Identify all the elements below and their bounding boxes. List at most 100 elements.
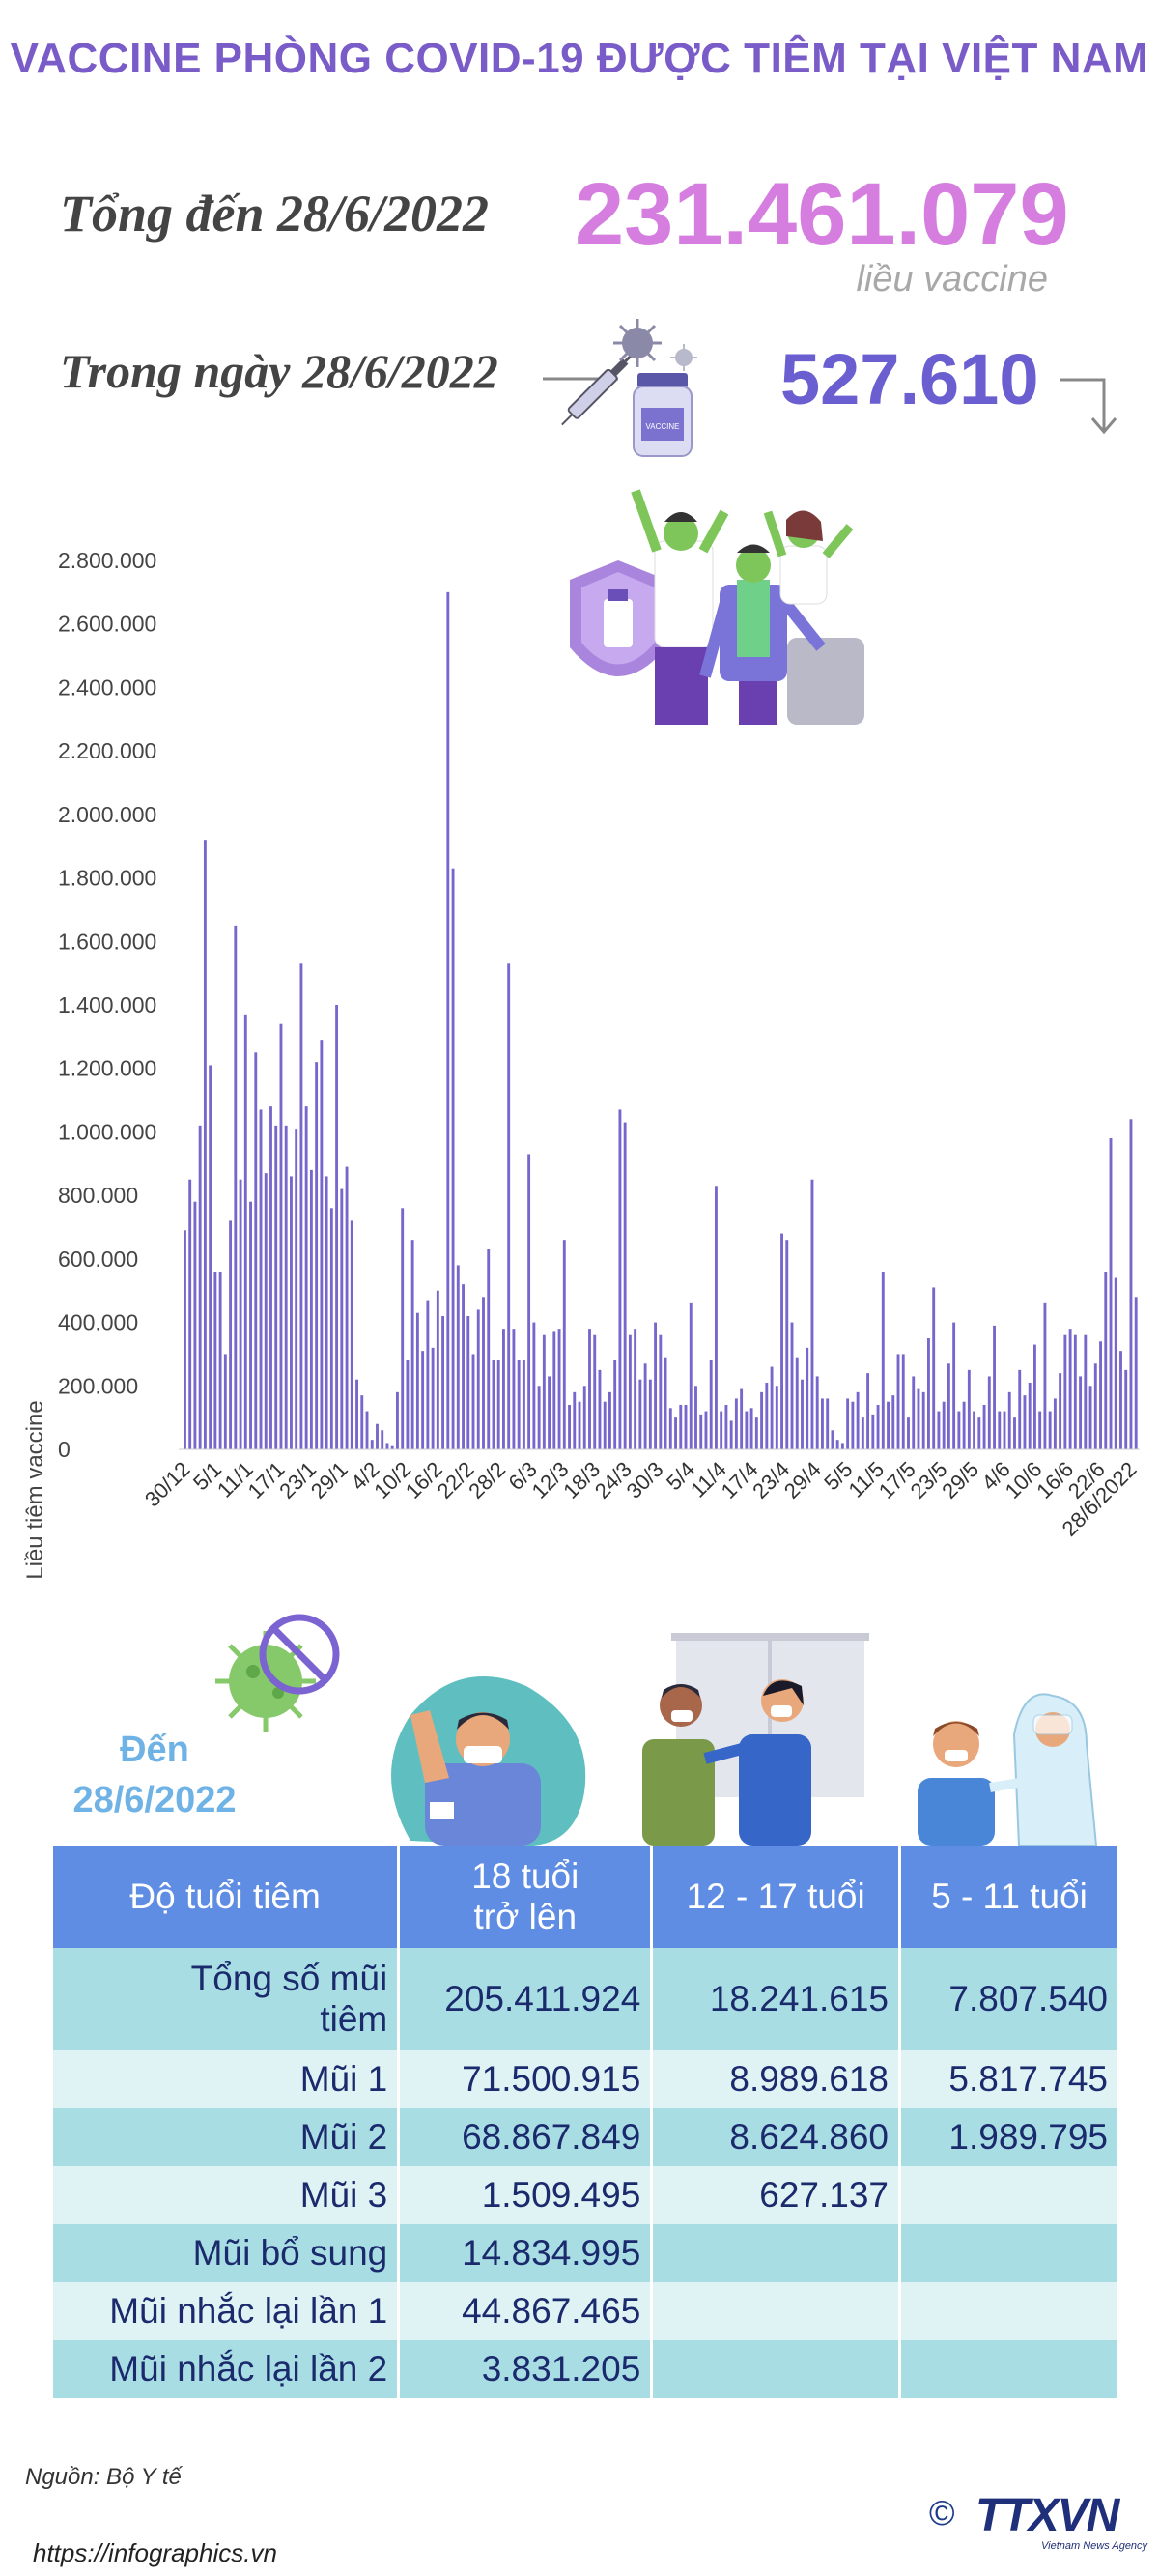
chart-bar	[754, 1417, 758, 1449]
chart-bar	[209, 1065, 212, 1449]
y-axis-label: Liều tiêm vaccine	[22, 1400, 48, 1579]
chart-bar	[659, 1334, 663, 1449]
chart-bar	[401, 1208, 405, 1449]
row-label: Tổng số mũi tiêm	[53, 1948, 398, 2050]
chart-bar	[917, 1388, 920, 1449]
cell-18-plus: 44.867.465	[400, 2282, 651, 2340]
chart-bar	[1018, 1369, 1022, 1449]
y-tick-label: 2.000.000	[58, 802, 156, 827]
chart-bar	[492, 1360, 495, 1449]
cell-18-plus: 71.500.915	[400, 2050, 651, 2108]
chart-bar	[942, 1401, 946, 1449]
chart-bar	[962, 1401, 966, 1449]
chart-bar	[831, 1430, 834, 1449]
chart-bar	[462, 1284, 465, 1449]
chart-bar	[694, 1386, 697, 1449]
chart-bar	[1013, 1417, 1016, 1449]
chart-bar	[376, 1423, 379, 1449]
chart-bar	[729, 1420, 733, 1449]
chart-bar	[1007, 1391, 1011, 1449]
chart-bar	[1048, 1411, 1052, 1449]
chart-bar	[1104, 1272, 1108, 1449]
chart-bar	[1084, 1334, 1088, 1449]
chart-bar	[532, 1322, 536, 1449]
chart-bar	[699, 1414, 703, 1449]
header-18-plus: 18 tuổi trở lên	[400, 1846, 651, 1948]
chart-bar	[295, 1129, 298, 1449]
chart-bar	[840, 1443, 844, 1449]
chart-bar	[734, 1398, 738, 1449]
chart-bar	[527, 1154, 531, 1449]
chart-bar	[1043, 1302, 1047, 1449]
chart-bar	[385, 1443, 389, 1449]
chart-bar	[320, 1040, 324, 1449]
ttxvn-logo: TTXVN	[975, 2490, 1119, 2541]
cell-12-17: 627.137	[653, 2166, 899, 2224]
cell-18-plus: 3.831.205	[400, 2340, 651, 2398]
vaccination-table: Độ tuổi tiêm 18 tuổi trở lên 12 - 17 tuổ…	[50, 1846, 1120, 2398]
chart-bar	[866, 1373, 870, 1449]
chart-bar	[664, 1357, 667, 1449]
chart-bar	[810, 1179, 814, 1449]
chart-bar	[907, 1417, 910, 1449]
cell-5-11: 5.817.745	[901, 2050, 1117, 2108]
y-tick-label: 800.000	[58, 1183, 138, 1208]
chart-bar	[243, 1014, 247, 1449]
chart-bar	[937, 1411, 941, 1449]
x-tick-label: 29/5	[937, 1457, 983, 1503]
y-tick-label: 2.400.000	[58, 674, 156, 700]
chart-bar	[482, 1297, 485, 1449]
chart-bar	[598, 1369, 602, 1449]
chart-bar	[643, 1363, 647, 1449]
chart-bar	[871, 1414, 875, 1449]
chart-bar	[1109, 1138, 1113, 1449]
chart-bar	[1093, 1363, 1097, 1449]
chart-bar	[1068, 1329, 1072, 1449]
chart-bar	[360, 1395, 364, 1449]
chart-bar	[684, 1405, 688, 1449]
chart-bar	[512, 1329, 516, 1449]
chart-bar	[562, 1240, 566, 1449]
chart-bar	[876, 1405, 880, 1449]
chart-bar	[1079, 1376, 1083, 1449]
chart-bar	[887, 1401, 890, 1449]
chart-bar	[542, 1334, 546, 1449]
cell-18-plus: 14.834.995	[400, 2224, 651, 2282]
chart-bar	[740, 1388, 744, 1449]
chart-bar	[390, 1445, 394, 1449]
chart-bar	[421, 1351, 425, 1449]
chart-bar	[704, 1411, 708, 1449]
chart-bar	[249, 1201, 252, 1449]
chart-bar	[1063, 1334, 1067, 1449]
cell-18-plus: 68.867.849	[400, 2108, 651, 2166]
footer-url-link[interactable]: https://infographics.vn	[33, 2538, 277, 2567]
chart-bar	[638, 1379, 642, 1449]
chart-bar	[552, 1331, 556, 1449]
chart-bar	[203, 840, 207, 1449]
chart-bar	[967, 1369, 971, 1449]
cell-12-17: 18.241.615	[653, 1948, 899, 2050]
chart-bar	[927, 1338, 930, 1449]
chart-bar	[446, 591, 450, 1449]
chart-bar	[715, 1186, 718, 1449]
chart-bar	[901, 1354, 905, 1449]
chart-bar	[304, 1106, 308, 1449]
cell-18-plus: 1.509.495	[400, 2166, 651, 2224]
chart-bar	[274, 1125, 278, 1449]
chart-bar	[760, 1391, 764, 1449]
total-value: 231.461.079	[575, 165, 1069, 264]
chart-bar	[557, 1329, 561, 1449]
y-tick-label: 600.000	[58, 1246, 138, 1272]
chart-bar	[846, 1398, 850, 1449]
chart-bar	[254, 1052, 258, 1449]
chart-bar	[329, 1208, 333, 1449]
chart-bar	[290, 1176, 293, 1449]
chart-bar	[861, 1417, 864, 1449]
row-label: Mũi nhắc lại lần 1	[53, 2282, 398, 2340]
cell-12-17: 8.989.618	[653, 2050, 899, 2108]
chart-bar	[912, 1376, 916, 1449]
row-label: Mũi 1	[53, 2050, 398, 2108]
chart-bar	[1053, 1398, 1057, 1449]
virus-icon	[613, 319, 697, 371]
chart-bar	[826, 1398, 830, 1449]
